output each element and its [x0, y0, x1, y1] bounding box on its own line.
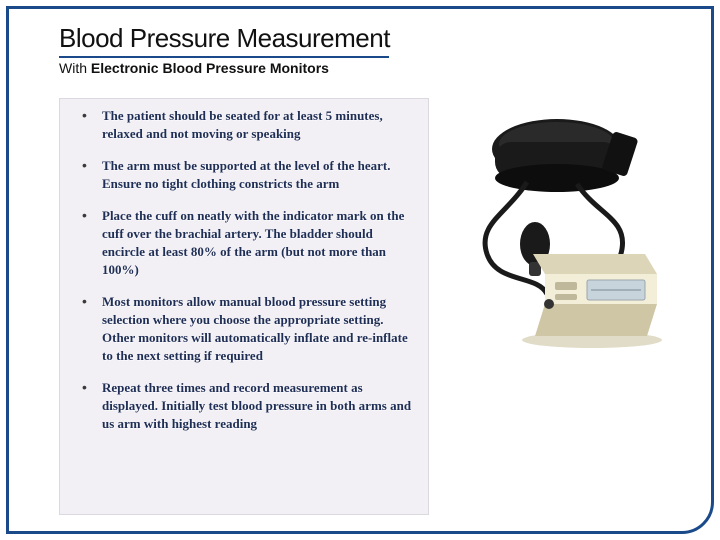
subtitle-lead: With — [59, 60, 91, 76]
list-item: Most monitors allow manual blood pressur… — [74, 293, 414, 365]
list-item: The patient should be seated for at leas… — [74, 107, 414, 143]
bullet-panel: The patient should be seated for at leas… — [59, 98, 429, 515]
bullet-text: Place the cuff on neatly with the indica… — [102, 208, 404, 277]
bp-monitor-icon — [447, 104, 667, 364]
image-panel — [439, 98, 675, 515]
page-title: Blood Pressure Measurement — [59, 23, 675, 54]
bullet-list: The patient should be seated for at leas… — [68, 107, 420, 433]
list-item: Repeat three times and record measuremen… — [74, 379, 414, 433]
subtitle-bold: Electronic Blood Pressure Monitors — [91, 60, 329, 76]
title-underline — [59, 56, 389, 58]
subtitle: With Electronic Blood Pressure Monitors — [59, 60, 675, 76]
list-item: Place the cuff on neatly with the indica… — [74, 207, 414, 279]
bullet-text: Most monitors allow manual blood pressur… — [102, 294, 408, 363]
bullet-text: The arm must be supported at the level o… — [102, 158, 391, 191]
bullet-text: The patient should be seated for at leas… — [102, 108, 383, 141]
slide: Blood Pressure Measurement With Electron… — [9, 9, 711, 531]
bullet-text: Repeat three times and record measuremen… — [102, 380, 411, 431]
content-row: The patient should be seated for at leas… — [59, 98, 675, 515]
list-item: The arm must be supported at the level o… — [74, 157, 414, 193]
